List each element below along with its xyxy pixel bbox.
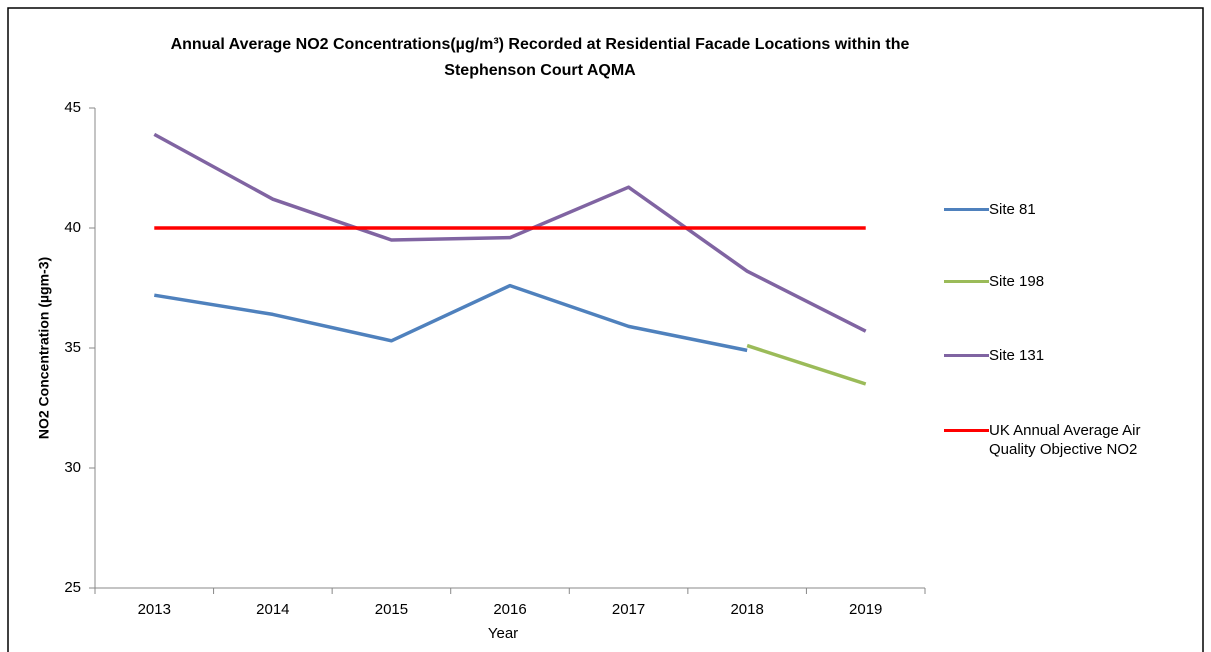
series-line	[746, 343, 867, 386]
legend-swatch	[944, 208, 989, 211]
x-tick-label: 2018	[730, 601, 763, 618]
x-axis-label: Year	[488, 625, 518, 642]
x-tick-label: 2013	[138, 601, 171, 618]
x-tick-label: 2015	[375, 601, 408, 618]
y-tick-label: 40	[64, 219, 81, 236]
legend-label: Site 198	[989, 273, 1045, 290]
legend-item: Site 131	[944, 346, 1174, 365]
y-tick-label: 45	[64, 99, 81, 116]
legend-label: UK Annual Average Air Quality Objective …	[989, 422, 1141, 458]
series-line	[154, 283, 748, 353]
legend-item: Site 81	[944, 200, 1174, 219]
x-tick-label: 2016	[493, 601, 526, 618]
chart-title: Annual Average NO2 Concentrations(µg/m³)…	[171, 36, 910, 53]
y-tick-label: 25	[64, 579, 81, 596]
legend-swatch	[944, 429, 989, 432]
x-tick-label: 2019	[849, 601, 882, 618]
x-tick-label: 2014	[256, 601, 289, 618]
legend-swatch	[944, 280, 989, 283]
legend-swatch	[944, 354, 989, 357]
chart-title: Stephenson Court AQMA	[444, 62, 636, 79]
x-tick-label: 2017	[612, 601, 645, 618]
legend-label: Site 81	[989, 201, 1036, 218]
y-tick-label: 30	[64, 459, 81, 476]
legend-label: Site 131	[989, 347, 1045, 364]
legend-item: Site 198	[944, 272, 1174, 291]
y-axis-label: NO2 Concentration (µgm-3)	[36, 257, 52, 439]
legend-item: UK Annual Average Air Quality Objective …	[944, 421, 1174, 459]
frame	[7, 7, 1204, 652]
y-tick-label: 35	[64, 339, 81, 356]
series-line	[153, 132, 867, 333]
